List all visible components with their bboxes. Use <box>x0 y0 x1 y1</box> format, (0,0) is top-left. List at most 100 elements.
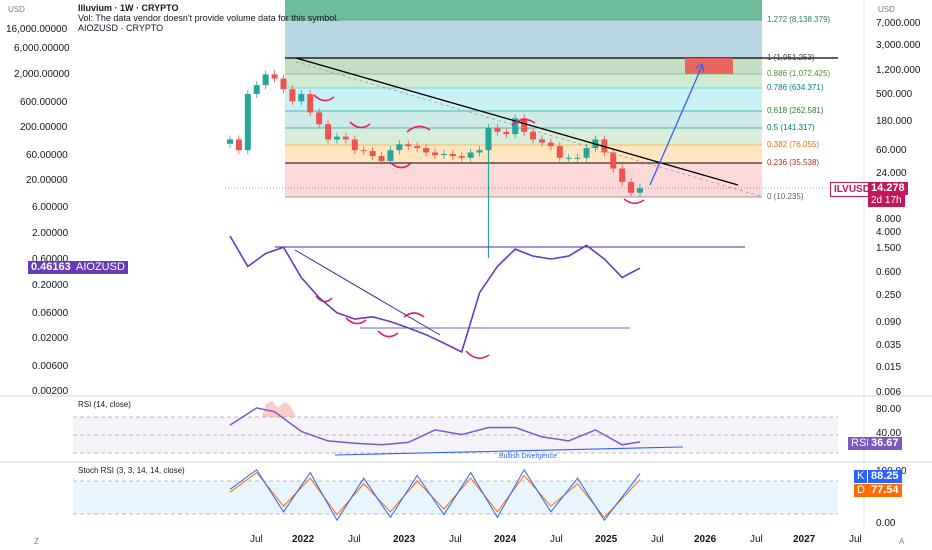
auto-scale-icon[interactable]: A <box>899 537 905 546</box>
candle-body[interactable] <box>333 136 340 140</box>
right-tick: 1.500 <box>876 243 902 254</box>
time-tick: 2022 <box>292 534 315 545</box>
left-tick: 0.60000 <box>32 254 69 265</box>
rsi-title[interactable]: RSI (14, close) <box>78 400 131 409</box>
right-tick: 7,000.000 <box>876 18 921 29</box>
time-tick: Jul <box>550 534 563 545</box>
fib-band-0236 <box>285 145 762 163</box>
candle-body[interactable] <box>405 144 412 147</box>
time-tick: Jul <box>651 534 664 545</box>
right-tick: 500.000 <box>876 89 913 100</box>
fib-retracement[interactable] <box>285 0 762 198</box>
aioz-series-line[interactable] <box>229 235 641 354</box>
target-arrow[interactable] <box>649 65 703 186</box>
candle-body[interactable] <box>458 156 465 158</box>
time-tick: 2026 <box>694 534 717 545</box>
left-tick: 0.00200 <box>32 386 69 397</box>
candle-body[interactable] <box>351 139 358 151</box>
rsi-line[interactable] <box>229 407 641 446</box>
time-tick: 2027 <box>793 534 816 545</box>
candle-body[interactable] <box>583 148 590 158</box>
stoch-d-badge[interactable]: 77.54 <box>868 484 902 497</box>
candle-body[interactable] <box>432 152 438 156</box>
aioz-price-badge[interactable]: 0.46163 <box>28 261 74 274</box>
rsi-divergence-line[interactable] <box>334 446 684 456</box>
candle-body[interactable] <box>271 74 278 79</box>
stoch-tick: 0.00 <box>876 518 896 529</box>
target-box[interactable] <box>685 58 733 74</box>
compare-symbol-label[interactable]: AIOZUSD · CRYPTO <box>78 23 164 33</box>
candle-body[interactable] <box>619 168 626 183</box>
candle-body[interactable] <box>503 131 510 135</box>
rsi-value-badge[interactable]: 36.67 <box>868 437 902 450</box>
candle-body[interactable] <box>307 94 314 113</box>
ilv-price-badge[interactable]: 14.278 <box>868 182 908 195</box>
left-tick: 0.20000 <box>32 280 69 291</box>
candle-body[interactable] <box>610 152 617 169</box>
symbol-title[interactable]: Illuvium · 1W · CRYPTO <box>78 3 179 13</box>
annotation-arc-1 <box>313 94 335 102</box>
candle-body[interactable] <box>547 142 554 147</box>
time-tick: Jul <box>348 534 361 545</box>
candle-body[interactable] <box>440 153 447 156</box>
aioz-downtrend-line[interactable] <box>294 249 441 336</box>
candle-body[interactable] <box>538 139 545 143</box>
candle-body[interactable] <box>556 146 563 158</box>
stoch-title[interactable]: Stoch RSI (3, 3, 14, 14, close) <box>78 466 185 475</box>
left-tick: 6,000.00000 <box>14 43 70 54</box>
candle-body[interactable] <box>253 85 260 95</box>
candle-body[interactable] <box>521 118 528 132</box>
candle-body[interactable] <box>574 157 581 159</box>
time-tick: 2025 <box>595 534 618 545</box>
candle-body[interactable] <box>467 152 474 158</box>
stoch-d-name-badge: D <box>854 484 868 497</box>
left-tick: 16,000.00000 <box>6 24 68 35</box>
fib-label: 0.236 (35.538) <box>767 158 820 167</box>
candle-body[interactable] <box>244 94 251 151</box>
fib-band-1 <box>285 20 762 58</box>
stoch-k-name-badge: K <box>854 470 868 483</box>
candle-body[interactable] <box>369 151 376 157</box>
candle-body[interactable] <box>280 78 287 90</box>
candle-body[interactable] <box>396 144 403 151</box>
zoom-reset-icon[interactable]: Z <box>34 537 39 546</box>
candle-body[interactable] <box>378 156 385 161</box>
candle-body[interactable] <box>325 124 332 140</box>
candle-body[interactable] <box>235 139 242 151</box>
left-tick: 6.00000 <box>32 202 69 213</box>
candle-body[interactable] <box>262 74 269 86</box>
candle-body[interactable] <box>628 182 635 193</box>
candle-body[interactable] <box>423 148 430 153</box>
candle-body[interactable] <box>476 150 483 153</box>
right-tick: 1,200.000 <box>876 65 921 76</box>
time-tick: 2023 <box>393 534 416 545</box>
left-tick: 0.02000 <box>32 333 69 344</box>
candle-body[interactable] <box>289 89 296 102</box>
candle-body[interactable] <box>414 146 421 149</box>
fib-band-0 <box>285 163 762 197</box>
right-tick: 0.035 <box>876 340 902 351</box>
candle-body[interactable] <box>342 136 349 140</box>
candle-body[interactable] <box>637 188 643 193</box>
fib-band-0886 <box>285 58 762 74</box>
stoch-k-line[interactable] <box>229 468 641 522</box>
candle-body[interactable] <box>298 94 305 102</box>
stoch-band <box>73 481 838 514</box>
time-tick: Jul <box>449 534 462 545</box>
candle-body[interactable] <box>360 150 367 152</box>
candle-body[interactable] <box>565 157 572 159</box>
left-tick: 0.00600 <box>32 361 69 372</box>
candle-body[interactable] <box>494 127 501 132</box>
aioz-symbol-badge[interactable]: AIOZUSD <box>73 261 128 274</box>
right-tick: 0.015 <box>876 362 902 373</box>
left-tick: 60.00000 <box>26 150 68 161</box>
right-tick: 24.000 <box>876 168 907 179</box>
candle-body[interactable] <box>449 153 456 157</box>
candle-body[interactable] <box>387 150 394 161</box>
stoch-k-badge[interactable]: 88.25 <box>868 470 902 483</box>
candle-body[interactable] <box>530 131 537 140</box>
candle-body[interactable] <box>512 118 519 135</box>
candle-body[interactable] <box>227 139 233 144</box>
candle-body[interactable] <box>316 112 323 125</box>
